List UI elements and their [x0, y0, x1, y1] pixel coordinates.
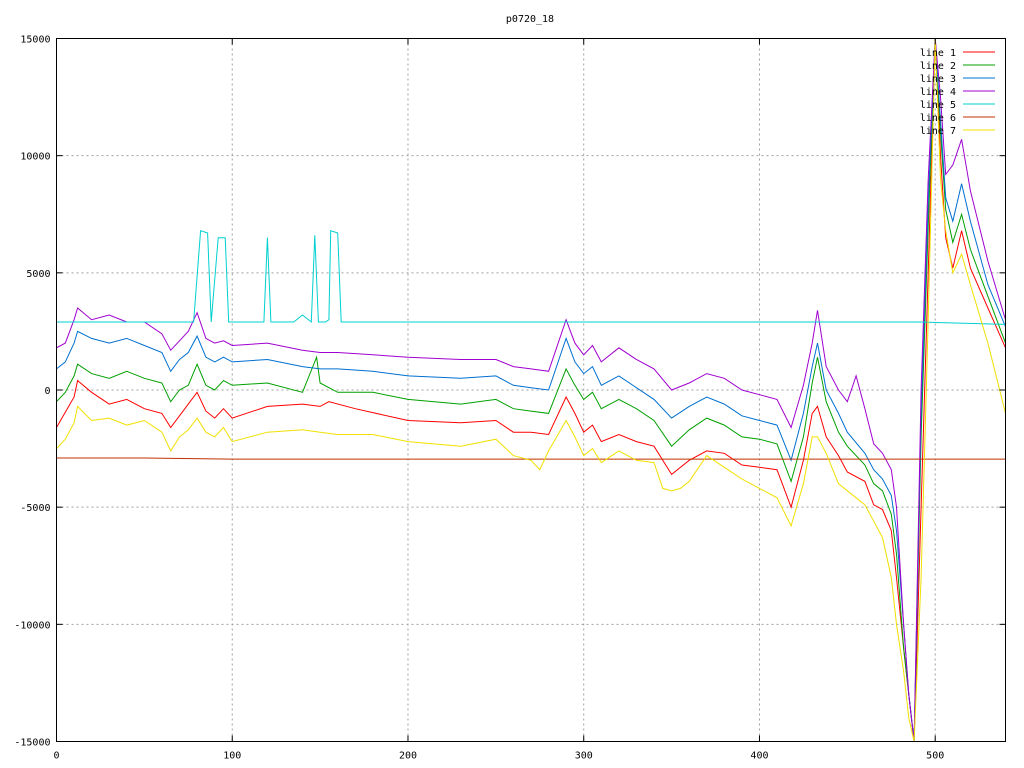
x-tick-label: 300 [575, 751, 593, 762]
grid [56, 38, 1006, 742]
x-tick-label: 100 [223, 751, 241, 762]
x-tick-label: 500 [926, 751, 944, 762]
y-tick-label: -5000 [20, 503, 50, 514]
series-line-6 [56, 457, 1006, 460]
legend-label: line 6 [920, 113, 956, 124]
series-line-7 [56, 38, 1006, 742]
x-tick-label: 200 [399, 751, 417, 762]
x-tick-label: 0 [53, 751, 59, 762]
x-tick-label: 400 [750, 751, 768, 762]
legend-label: line 5 [920, 100, 956, 111]
y-tick-label: -10000 [14, 620, 50, 631]
series-line-2 [56, 38, 1006, 742]
y-tick-label: -15000 [14, 738, 50, 749]
legend-label: line 7 [920, 126, 956, 137]
series-line-5 [56, 230, 1006, 325]
series-line-4 [56, 38, 1006, 742]
y-tick-label: 15000 [20, 35, 50, 46]
y-tick-label: 10000 [20, 152, 50, 163]
series-group [56, 38, 1006, 742]
legend-label: line 3 [920, 74, 956, 85]
legend: line 1 line 2 line 3 line 4 line 5 line 6 line… [920, 48, 995, 137]
legend-label: line 1 [920, 48, 956, 59]
legend-label: line 2 [920, 61, 956, 72]
chart-title: p0720_18 [506, 14, 554, 25]
legend-label: line 4 [920, 87, 956, 98]
axis-ticks: 0 100 200 300 400 500 -15000 -10000 -5000 0 5000 10… [14, 35, 1006, 762]
y-tick-label: 0 [44, 386, 50, 397]
y-tick-label: 5000 [26, 269, 50, 280]
